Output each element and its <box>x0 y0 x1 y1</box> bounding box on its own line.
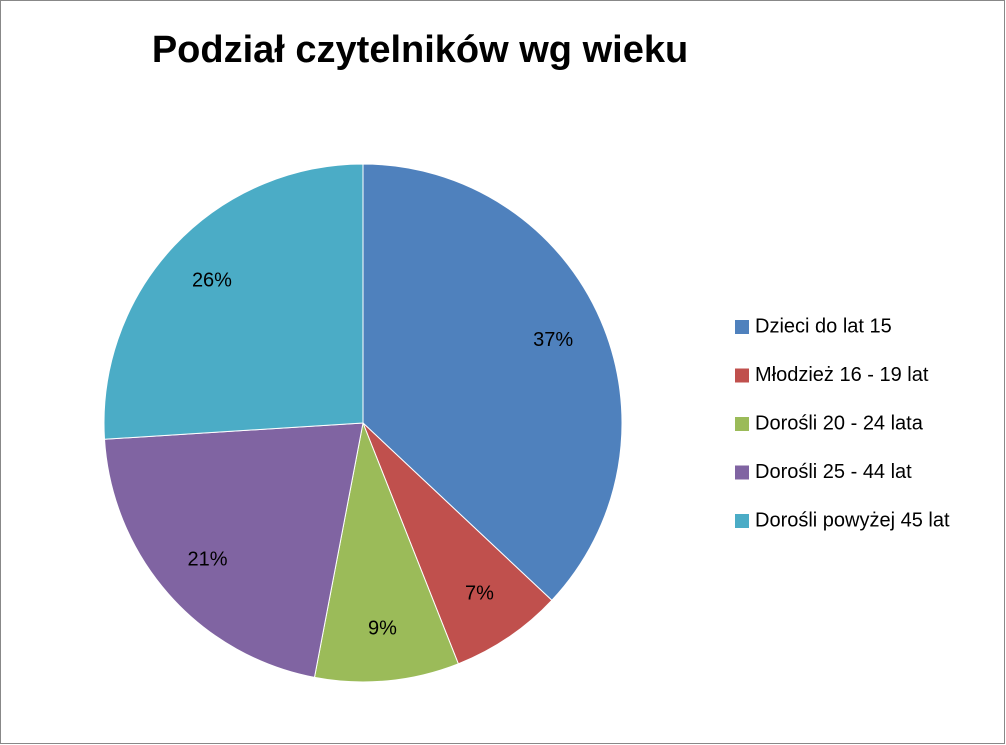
pie-slice <box>103 422 364 678</box>
pie-slice <box>313 421 459 683</box>
legend-label: Dorośli powyżej 45 lat <box>755 509 950 531</box>
pie-slice <box>103 163 364 440</box>
legend-swatch <box>735 368 749 383</box>
legend-swatch <box>735 465 749 480</box>
pie-slice <box>362 422 553 665</box>
legend-label: Dorośli 20 - 24 lata <box>755 412 924 434</box>
pie-slice <box>362 163 623 602</box>
legend-swatch <box>735 514 749 528</box>
data-label: 7% <box>465 583 494 605</box>
data-label: 21% <box>188 548 228 570</box>
legend-label: Młodzież 16 - 19 lat <box>755 364 929 386</box>
chart-title: Podział czytelników wg wieku <box>152 29 688 71</box>
data-label: 9% <box>368 618 397 640</box>
data-label: 26% <box>192 269 232 291</box>
legend-label: Dzieci do lat 15 <box>755 315 892 337</box>
legend-label: Dorośli 25 - 44 lat <box>755 461 912 483</box>
data-label: 37% <box>533 329 573 351</box>
legend-swatch <box>735 320 749 334</box>
legend-swatch <box>735 417 749 431</box>
